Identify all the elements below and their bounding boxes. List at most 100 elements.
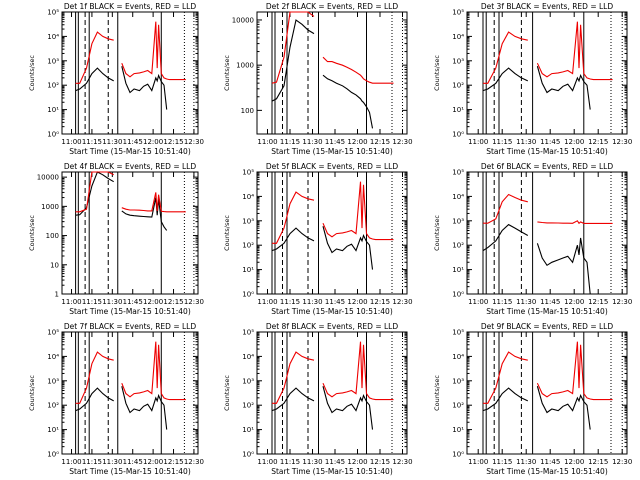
x-tick-label: 11:00	[468, 458, 488, 466]
y-tick-label: 10¹	[242, 266, 254, 274]
x-tick-label: 12:15	[370, 298, 390, 306]
plot-frame	[256, 171, 408, 295]
y-tick-label: 10¹	[47, 106, 59, 114]
chart-title: Det 4f BLACK = Events, RED = LLD	[64, 162, 197, 171]
y-tick-label: 10²	[452, 82, 464, 90]
x-tick-label: 11:45	[325, 298, 345, 306]
series-line-events	[75, 171, 114, 216]
y-tick-label: 10²	[47, 82, 59, 90]
series-line-events	[322, 386, 374, 430]
y-tick-label: 10000	[232, 16, 254, 24]
y-tick-label: 10⁰	[452, 451, 464, 459]
x-tick-label: 11:15	[82, 138, 102, 146]
x-tick-label: 12:30	[184, 138, 204, 146]
y-tick-label: 10⁴	[242, 193, 254, 201]
chart-title: Det 9f BLACK = Events, RED = LLD	[481, 322, 614, 331]
series-line-events	[75, 387, 114, 412]
x-tick-label: 11:15	[280, 138, 300, 146]
y-tick-label: 10⁰	[47, 451, 59, 459]
x-tick-label: 12:00	[564, 458, 584, 466]
y-axis-label: Counts/sec	[433, 375, 441, 411]
x-tick-label: 12:15	[370, 138, 390, 146]
series-line-events	[536, 237, 591, 295]
chart-panel-2: Det 2f BLACK = Events, RED = LLD 100 1000 1…	[223, 2, 413, 156]
series-line-events	[482, 387, 529, 412]
series-line-events	[322, 74, 374, 129]
x-axis-label: Start Time (15-Mar-15 10:51:40)	[69, 307, 191, 316]
x-axis-label: Start Time (15-Mar-15 10:51:40)	[271, 147, 393, 156]
chart-panel-7: Det 7f BLACK = Events, RED = LLD 10⁰ 10¹ 10…	[28, 322, 204, 476]
x-tick-label: 11:30	[302, 138, 322, 146]
series-line-events	[536, 66, 591, 110]
x-tick-label: 12:15	[370, 458, 390, 466]
x-tick-label: 11:30	[102, 298, 122, 306]
y-tick-label: 10⁵	[242, 169, 254, 177]
series-line-lld	[121, 341, 186, 401]
plot-frame	[61, 11, 199, 135]
x-tick-label: 11:30	[102, 138, 122, 146]
x-tick-label: 11:00	[257, 138, 277, 146]
y-tick-label: 10⁴	[47, 353, 59, 361]
x-tick-label: 12:30	[392, 138, 412, 146]
y-tick-label: 10¹	[452, 426, 464, 434]
chart-panel-5: Det 5f BLACK = Events, RED = LLD 10⁰ 10¹ 10…	[223, 162, 413, 316]
x-tick-label: 11:15	[280, 458, 300, 466]
x-tick-label: 12:15	[588, 458, 608, 466]
y-axis-label: Counts/sec	[223, 215, 231, 251]
plot-frame	[61, 331, 199, 455]
chart-title: Det 8f BLACK = Events, RED = LLD	[266, 322, 399, 331]
x-tick-label: 12:00	[347, 138, 367, 146]
y-tick-label: 1000	[236, 62, 254, 70]
x-tick-label: 12:00	[143, 138, 163, 146]
x-tick-label: 12:00	[143, 298, 163, 306]
series-line-lld	[537, 220, 613, 225]
x-axis-label: Start Time (15-Mar-15 10:51:40)	[271, 307, 393, 316]
series-line-events	[75, 67, 114, 92]
x-tick-label: 12:15	[163, 458, 183, 466]
plot-frame	[466, 331, 628, 455]
series-line-lld	[272, 191, 315, 244]
x-tick-label: 11:45	[123, 138, 143, 146]
x-tick-label: 11:00	[61, 298, 81, 306]
y-tick-label: 1	[55, 291, 59, 299]
y-tick-label: 10³	[452, 57, 464, 65]
x-tick-label: 12:30	[392, 298, 412, 306]
series-line-lld	[483, 193, 528, 224]
y-tick-label: 10⁵	[242, 329, 254, 337]
plot-frame	[466, 11, 628, 135]
y-axis-label: Counts/sec	[223, 55, 231, 91]
chart-panel-8: Det 8f BLACK = Events, RED = LLD 10⁰ 10¹ 10…	[223, 322, 413, 476]
y-tick-label: 10⁰	[47, 131, 59, 139]
x-tick-label: 12:00	[564, 298, 584, 306]
x-tick-label: 11:15	[492, 298, 512, 306]
x-tick-label: 12:30	[184, 298, 204, 306]
x-tick-label: 12:30	[612, 458, 632, 466]
series-line-lld	[75, 351, 114, 404]
y-tick-label: 10⁴	[242, 353, 254, 361]
y-tick-label: 10⁰	[242, 451, 254, 459]
x-tick-label: 12:15	[163, 138, 183, 146]
plot-frame	[466, 171, 628, 295]
series-line-lld	[483, 351, 528, 404]
series-line-events	[271, 19, 315, 102]
series-line-lld	[536, 341, 613, 401]
y-tick-label: 10²	[242, 242, 254, 250]
chart-panel-1: Det 1f BLACK = Events, RED = LLD 10⁰ 10¹ 10…	[28, 2, 204, 156]
series-line-events	[482, 223, 529, 252]
chart-panel-6: Det 6f BLACK = Events, RED = LLD 10⁰ 10¹ 10…	[433, 162, 632, 316]
plot-frame	[256, 11, 408, 135]
x-tick-label: 11:30	[302, 458, 322, 466]
series-line-events	[121, 197, 168, 231]
series-line-events	[271, 227, 315, 252]
series-line-lld	[322, 56, 394, 84]
x-tick-label: 11:00	[61, 138, 81, 146]
y-tick-label: 10⁰	[452, 131, 464, 139]
x-tick-label: 11:15	[280, 298, 300, 306]
plot-frame	[61, 171, 199, 295]
x-tick-label: 11:45	[540, 298, 560, 306]
x-tick-label: 12:15	[588, 298, 608, 306]
chart-title: Det 3f BLACK = Events, RED = LLD	[481, 2, 614, 11]
y-axis-label: Counts/sec	[28, 55, 36, 91]
y-tick-label: 10²	[47, 402, 59, 410]
